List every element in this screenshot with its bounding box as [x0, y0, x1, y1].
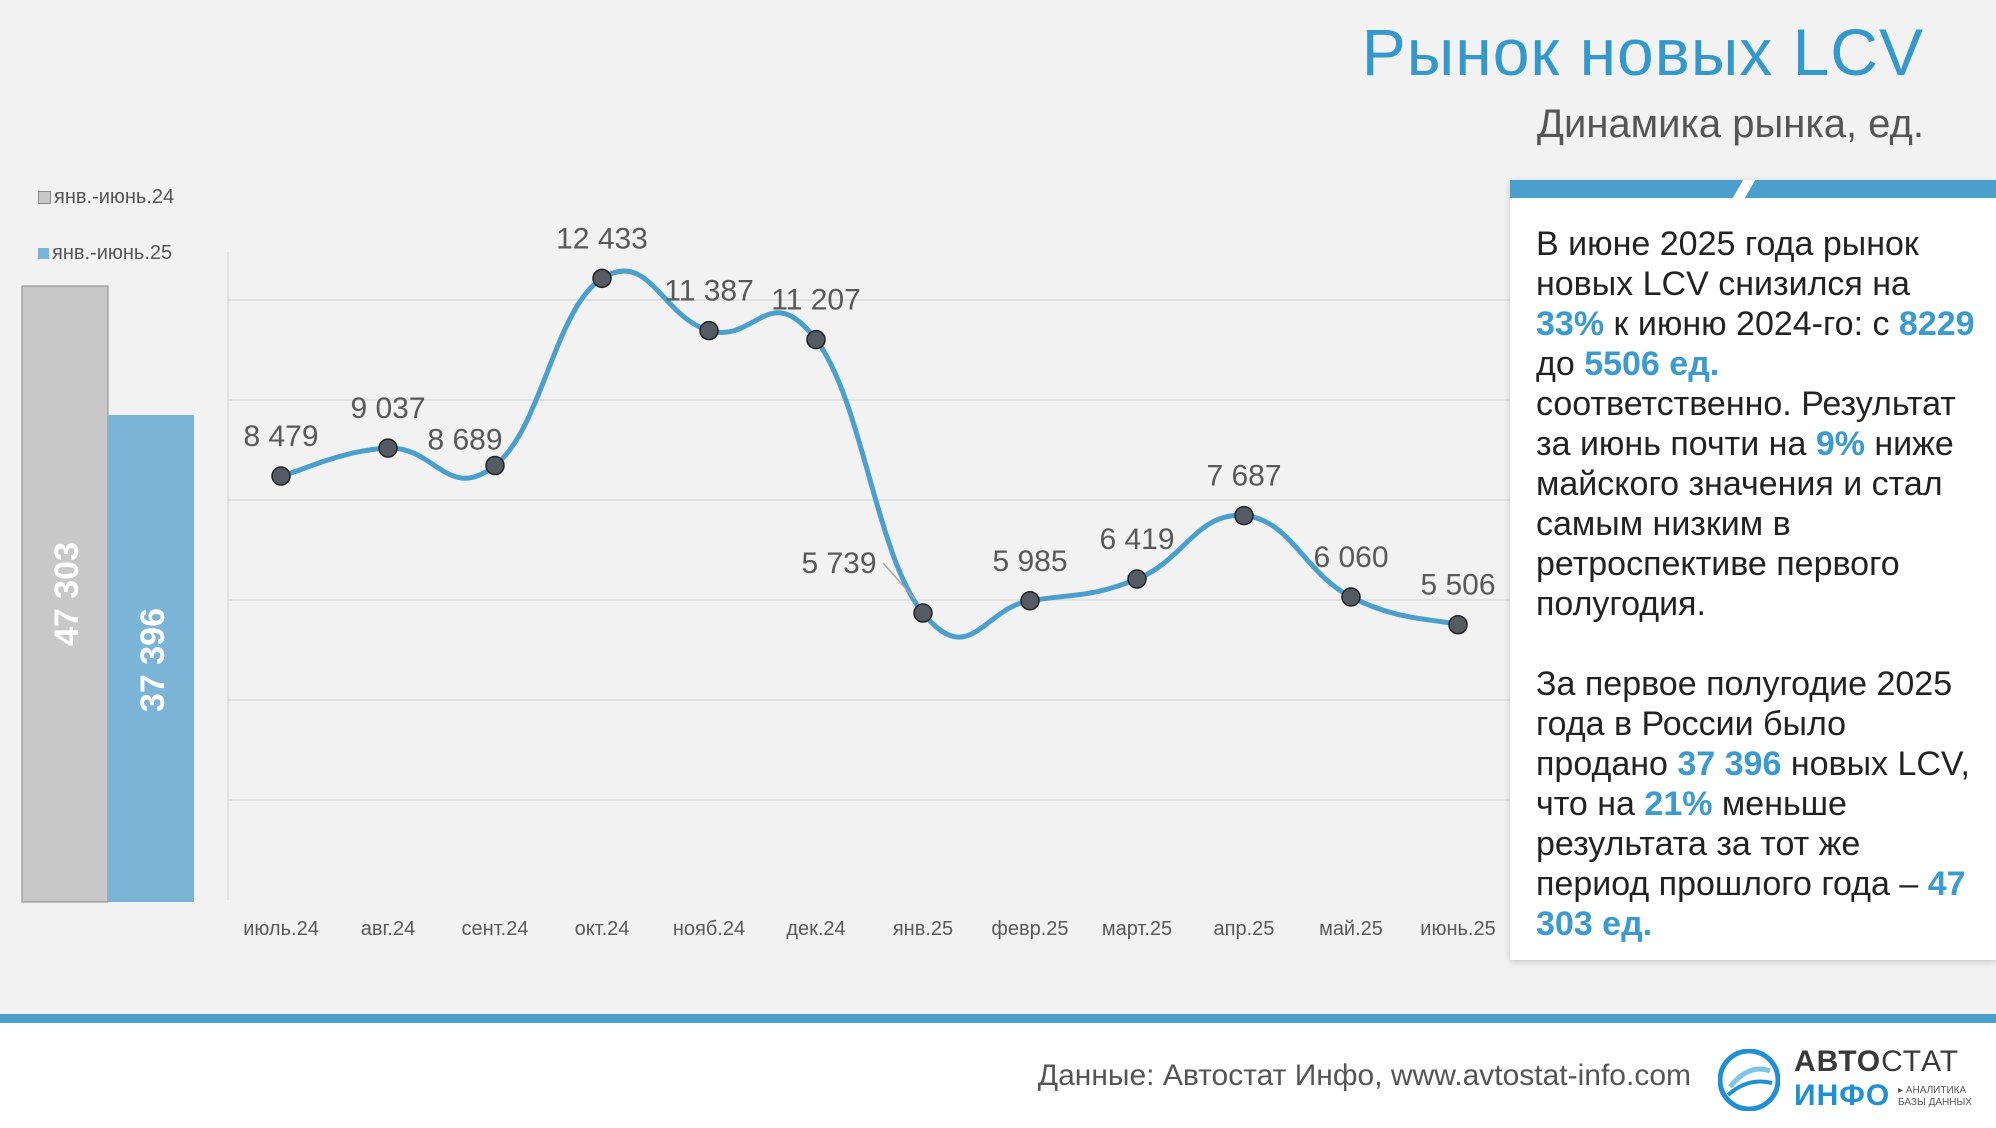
data-point [1234, 505, 1254, 526]
logo-circle-icon [1718, 1049, 1780, 1111]
summary-run: ниже майского значения и стал самым низк… [1536, 425, 1954, 623]
data-point [699, 320, 719, 341]
logo-avto: АВТО [1794, 1045, 1882, 1078]
legend-swatch-2024 [38, 191, 51, 205]
page-title: Рынок новых LCV [1361, 15, 1924, 89]
page-subtitle: Динамика рынка, ед. [1536, 102, 1924, 146]
summary-run: новых LCV, что на [1536, 745, 1970, 823]
summary-highlight: 33% [1536, 305, 1605, 343]
summary-paragraph-2: За первое полугодие 2025 года в России б… [1536, 664, 1978, 944]
summary-run: соответственно. Результат за июнь почти … [1536, 385, 1956, 463]
data-source: Данные: Автостат Инфо, www.avtostat-info… [1037, 1059, 1691, 1092]
summary-text: В июне 2025 года рынок новых LCV снизилс… [1536, 224, 1978, 944]
data-point [485, 455, 505, 476]
legend-label-2025: янв.-июнь.25 [52, 242, 173, 264]
x-tick-label: дек.24 [786, 918, 845, 940]
x-tick-label: апр.25 [1214, 918, 1275, 940]
summary-run: За первое полугодие 2025 года в России б… [1536, 665, 1953, 783]
logo-tagline-1: ▸ АНАЛИТИКА [1898, 1085, 1967, 1096]
bar-value-label: 37 396 [134, 608, 172, 712]
data-label: 9 037 [350, 392, 425, 425]
legend-swatch-2025 [38, 248, 49, 260]
data-label: 7 687 [1206, 460, 1281, 493]
data-label: 5 985 [992, 545, 1067, 578]
footer-divider [0, 1014, 1996, 1023]
logo-wordmark-top: АВТОСТАТ [1794, 1045, 1959, 1079]
bar-value-label: 47 303 [48, 542, 86, 646]
x-tick-label: июнь.25 [1420, 918, 1495, 940]
data-label: 11 387 [664, 275, 754, 308]
avtostat-logo: АВТОСТАТ ИНФО ▸ АНАЛИТИКА БАЗЫ ДАННЫХ [1718, 1041, 1978, 1117]
legend-item-2024: янв.-июнь.24 [38, 186, 174, 209]
data-point [271, 466, 291, 486]
summary-run: меньше результата за тот же период прошл… [1536, 785, 1928, 903]
summary-run: В июне 2025 года рынок новых LCV снизилс… [1536, 225, 1919, 303]
legend-label-2024: янв.-июнь.24 [54, 186, 175, 208]
summary-highlight: 8229 [1898, 305, 1975, 343]
summary-highlight: 37 396 [1677, 745, 1782, 783]
bar-2024 [21, 285, 109, 903]
logo-info: ИНФО [1794, 1079, 1891, 1112]
data-point [1448, 614, 1468, 635]
data-label: 6 419 [1099, 523, 1174, 556]
data-point [806, 329, 826, 350]
bar-2025 [108, 415, 194, 902]
x-tick-label: янв.25 [893, 918, 953, 940]
summary-card: В июне 2025 года рынок новых LCV снизилс… [1510, 180, 1996, 960]
summary-highlight: 9% [1815, 425, 1865, 463]
summary-run: до [1536, 345, 1585, 383]
legend-item-2025: янв.-июнь.25 [38, 242, 172, 265]
logo-tagline-2: БАЗЫ ДАННЫХ [1898, 1097, 1972, 1108]
data-point [1341, 587, 1361, 607]
data-label: 11 207 [771, 284, 861, 317]
x-tick-label: сент.24 [462, 918, 529, 940]
label-leader-line [882, 562, 916, 600]
data-point [378, 438, 398, 458]
summary-highlight: 47 303 ед. [1536, 865, 1966, 943]
logo-tagline: ▸ АНАЛИТИКА БАЗЫ ДАННЫХ [1898, 1085, 1972, 1109]
x-tick-label: авг.24 [361, 918, 415, 940]
data-label: 8 479 [243, 420, 318, 453]
summary-card-accent-bar [1510, 180, 1996, 198]
x-tick-label: нояб.24 [673, 918, 745, 940]
x-tick-label: окт.24 [575, 918, 630, 940]
data-point [1127, 569, 1147, 589]
x-tick-label: март.25 [1102, 918, 1172, 940]
data-point [913, 603, 933, 623]
data-label: 6 060 [1313, 541, 1388, 574]
x-tick-label: май.25 [1319, 918, 1383, 940]
data-label: 8 689 [427, 424, 502, 457]
data-point [1020, 591, 1040, 611]
summary-highlight: 5506 ед. [1584, 345, 1720, 383]
data-label: 5 506 [1420, 569, 1495, 602]
footer: Данные: Автостат Инфо, www.avtostat-info… [0, 1023, 1996, 1128]
logo-stat: СТАТ [1881, 1045, 1960, 1078]
x-tick-label: июль.24 [243, 918, 319, 940]
summary-highlight: 21% [1644, 785, 1713, 823]
summary-paragraph-1: В июне 2025 года рынок новых LCV снизилс… [1536, 224, 1978, 624]
summary-run: к июню 2024-го: с [1604, 305, 1899, 343]
data-label: 12 433 [556, 222, 648, 255]
data-point [592, 268, 612, 289]
x-tick-label: февр.25 [991, 918, 1068, 940]
data-label: 5 739 [801, 547, 876, 580]
market-chart: 47 303 37 396 8 479 июль.24 9 037 авг.24 8 689… [21, 222, 1510, 940]
